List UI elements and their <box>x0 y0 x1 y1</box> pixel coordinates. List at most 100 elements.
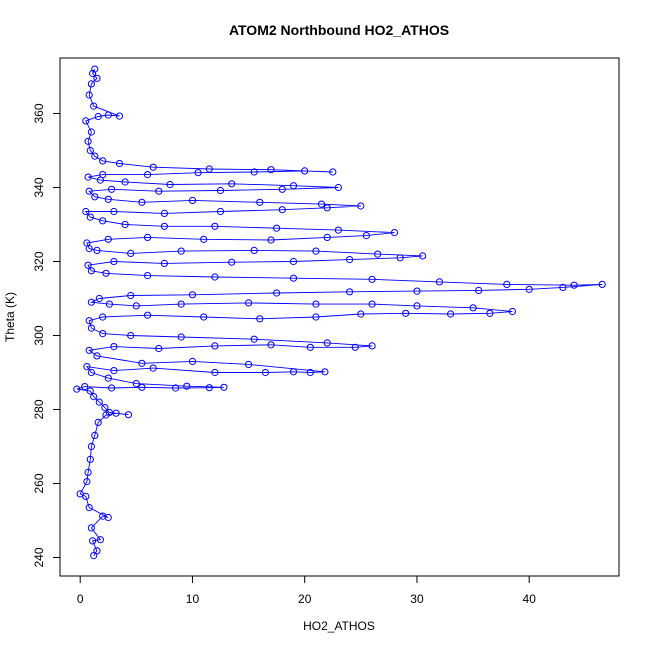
data-point <box>110 207 118 216</box>
data-point <box>256 315 264 323</box>
data-point <box>323 233 331 241</box>
data-point <box>127 291 135 300</box>
data-point <box>334 183 342 192</box>
data-point <box>93 352 101 360</box>
data-point <box>90 393 98 401</box>
data-point <box>188 291 197 299</box>
data-point <box>160 209 168 217</box>
data-point <box>317 200 326 208</box>
data-point <box>245 360 253 368</box>
y-axis: 240 260 280 300 320 340 360 <box>32 103 61 568</box>
data-point <box>390 229 399 237</box>
data-point <box>155 187 163 195</box>
data-point <box>368 275 376 283</box>
data-point <box>99 217 107 225</box>
data-point <box>261 368 269 377</box>
data-point <box>155 344 163 353</box>
data-point <box>256 198 264 206</box>
y-tick-label: 260 <box>32 473 46 493</box>
data-point <box>110 257 118 266</box>
data-point <box>132 302 140 310</box>
data-point <box>200 235 208 243</box>
data-point <box>402 309 410 317</box>
data-point <box>205 384 213 392</box>
data-point <box>121 220 129 229</box>
data-point <box>104 111 112 119</box>
data-point <box>104 235 112 243</box>
data-point <box>86 213 94 221</box>
data-point <box>83 363 91 371</box>
data-point <box>250 246 258 254</box>
data-point <box>312 313 320 321</box>
data-point <box>127 249 135 257</box>
data-point <box>419 252 427 260</box>
data-point <box>211 368 219 377</box>
data-point <box>289 368 298 376</box>
data-point <box>273 224 281 232</box>
data-point <box>87 298 96 306</box>
data-point <box>99 157 107 165</box>
x-tick-label: 30 <box>410 592 424 606</box>
data-point <box>94 418 102 426</box>
data-point <box>211 342 219 350</box>
data-point <box>85 504 93 512</box>
data-point <box>91 152 99 160</box>
data-point <box>93 246 101 254</box>
data-point <box>475 286 483 294</box>
y-tick-label: 300 <box>32 325 46 345</box>
data-point <box>87 368 96 377</box>
data-point <box>289 274 298 282</box>
data-point <box>127 331 135 340</box>
series-line <box>76 68 603 556</box>
chart-title: ATOM2 Northbound HO2_ATHOS <box>229 22 449 38</box>
data-point <box>267 341 275 349</box>
x-axis-label: HO2_ATHOS <box>303 619 375 633</box>
data-point <box>108 384 116 392</box>
y-tick-label: 360 <box>32 103 46 123</box>
data-point <box>177 247 185 255</box>
data-point <box>138 198 146 206</box>
data-point <box>368 300 376 308</box>
data-point <box>86 455 94 463</box>
data-point <box>85 317 93 325</box>
data-point <box>104 374 112 382</box>
data-point <box>312 247 320 255</box>
data-point <box>250 335 258 343</box>
x-tick-label: 20 <box>298 592 312 606</box>
data-point <box>138 383 146 391</box>
data-point <box>435 278 443 286</box>
data-point <box>132 380 140 388</box>
data-point <box>83 239 91 247</box>
data-point <box>228 258 236 266</box>
data-point <box>211 222 219 230</box>
data-point <box>110 367 118 375</box>
data-point <box>172 384 180 392</box>
data-point <box>121 178 129 186</box>
data-point <box>96 536 105 544</box>
data-point <box>508 307 517 316</box>
data-point <box>83 478 91 486</box>
data-point <box>346 288 354 296</box>
data-point <box>177 333 185 341</box>
data-point <box>323 339 331 347</box>
data-point <box>104 513 112 522</box>
data-point <box>149 163 157 171</box>
data-point <box>312 300 320 308</box>
data-point <box>108 185 116 193</box>
data-point <box>216 186 225 195</box>
data-point <box>160 259 168 267</box>
data-point <box>87 267 96 275</box>
data-point <box>87 128 96 136</box>
data-point <box>99 313 107 321</box>
data-point <box>144 311 152 319</box>
data-point <box>86 146 94 155</box>
data-point <box>396 254 404 262</box>
data-point <box>211 273 219 281</box>
data-point <box>306 368 314 377</box>
data-point <box>76 490 84 498</box>
data-point <box>194 169 202 177</box>
data-point <box>413 302 421 310</box>
data-point <box>89 69 97 78</box>
